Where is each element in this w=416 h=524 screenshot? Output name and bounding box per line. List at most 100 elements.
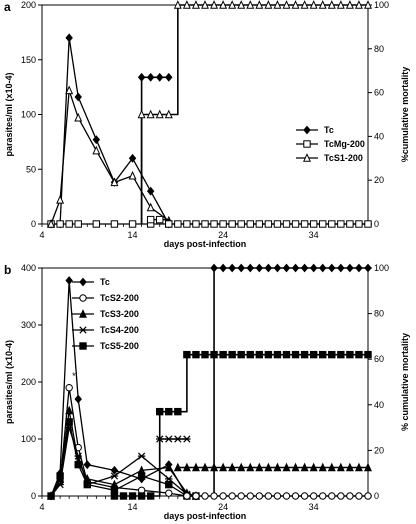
parasitemia-line xyxy=(50,421,196,497)
mortality-point xyxy=(318,462,327,472)
parasitemia-line xyxy=(50,427,197,497)
x-axis-title: days post-infection xyxy=(164,239,247,249)
mortality-point xyxy=(346,350,354,359)
y-tick-label: 150 xyxy=(21,55,36,65)
mortality-point xyxy=(228,0,237,9)
mortality-point xyxy=(173,0,182,9)
legend-marker xyxy=(79,326,87,334)
mortality-point xyxy=(219,350,227,359)
mortality-point xyxy=(291,492,300,500)
y-tick-label: 200 xyxy=(21,0,36,10)
mortality-point xyxy=(355,350,363,359)
x-tick-label: 4 xyxy=(39,230,44,240)
mortality-point xyxy=(364,350,372,359)
mortality-point xyxy=(228,350,236,359)
mortality-point xyxy=(219,462,228,472)
mortality-point xyxy=(319,220,327,228)
parasitemia-line xyxy=(50,410,197,497)
mortality-point xyxy=(337,220,345,228)
mortality-point xyxy=(364,220,372,228)
parasitemia-point xyxy=(65,276,73,285)
mortality-point xyxy=(355,220,363,228)
x-tick-label: 34 xyxy=(309,230,319,240)
legend-label: TcS3-200 xyxy=(100,309,139,319)
plot-frame xyxy=(41,4,369,225)
mortality-point xyxy=(346,220,354,228)
mortality-point xyxy=(282,220,291,228)
parasitemia-point xyxy=(65,418,73,426)
mortality-point xyxy=(300,0,309,9)
mortality-point xyxy=(309,462,318,472)
mortality-point xyxy=(183,435,191,443)
mortality-point xyxy=(183,492,191,500)
y2-tick-label: 80 xyxy=(374,44,384,54)
mortality-point xyxy=(264,492,273,500)
mortality-point xyxy=(337,350,345,359)
y-tick-label: 200 xyxy=(21,377,36,387)
mortality-point xyxy=(300,220,309,228)
mortality-point xyxy=(174,220,182,228)
mortality-point xyxy=(146,215,155,224)
mortality-point xyxy=(201,462,209,472)
y2-tick-label: 100 xyxy=(374,0,389,10)
mortality-point xyxy=(210,462,219,472)
mortality-point xyxy=(228,263,236,273)
legend-label: TcS4-200 xyxy=(100,325,139,335)
mortality-point xyxy=(309,350,318,359)
y2-tick-label: 100 xyxy=(374,263,389,273)
mortality-line xyxy=(213,267,368,496)
mortality-point xyxy=(192,350,200,359)
mortality-point xyxy=(328,263,336,273)
mortality-point xyxy=(300,492,309,500)
mortality-point xyxy=(237,350,245,359)
mortality-series xyxy=(137,72,173,224)
mortality-point xyxy=(273,462,282,472)
y2-tick-label: 0 xyxy=(374,491,379,501)
mortality-point xyxy=(282,263,291,273)
mortality-point xyxy=(345,462,354,472)
mortality-point xyxy=(328,350,336,359)
parasitemia-point xyxy=(74,394,82,404)
parasitemia-point xyxy=(47,492,55,500)
mortality-point xyxy=(319,350,327,359)
legend: Tc TcS2-200 TcS3-200 TcS4-200 TcS5-200 xyxy=(72,277,139,351)
mortality-point xyxy=(354,0,363,9)
mortality-point xyxy=(255,462,264,472)
parasitemia-point xyxy=(92,220,101,228)
mortality-point xyxy=(192,492,200,500)
mortality-point xyxy=(128,492,137,500)
chart-panel-a: a 0 50 100 150 200 0 20 40 60 80 100 4 14 24 34 days pos… xyxy=(4,0,410,249)
mortality-point xyxy=(165,72,173,82)
mortality-point xyxy=(364,263,372,273)
mortality-point xyxy=(182,462,191,472)
mortality-point xyxy=(228,462,237,472)
legend-marker xyxy=(303,153,311,162)
y2-tick-label: 0 xyxy=(374,219,379,229)
parasitemia-point xyxy=(56,220,64,228)
mortality-point xyxy=(346,492,354,500)
mortality-point xyxy=(156,407,164,416)
y2-axis-title: % cumulative mortality xyxy=(400,333,410,431)
mortality-point xyxy=(282,0,291,9)
mortality-point xyxy=(355,263,363,273)
mortality-point xyxy=(237,0,246,9)
x-tick-label: 24 xyxy=(218,502,228,512)
mortality-point xyxy=(255,492,264,500)
y-tick-label: 400 xyxy=(21,263,36,273)
y2-tick-label: 20 xyxy=(374,445,384,455)
mortality-point xyxy=(201,492,209,500)
mortality-point xyxy=(255,220,264,228)
mortality-point xyxy=(228,220,236,228)
parasitemia-point xyxy=(128,153,137,163)
mortality-point xyxy=(264,350,273,359)
mortality-point xyxy=(318,0,327,9)
parasitemia-point xyxy=(74,92,82,102)
mortality-point xyxy=(273,0,282,9)
mortality-point xyxy=(237,462,246,472)
mortality-point xyxy=(327,0,336,9)
legend-label: TcS1-200 xyxy=(324,153,363,163)
mortality-point xyxy=(300,350,309,359)
parasitemia-point xyxy=(74,460,82,469)
annotation-star: * xyxy=(72,371,76,381)
mortality-point xyxy=(364,0,372,9)
